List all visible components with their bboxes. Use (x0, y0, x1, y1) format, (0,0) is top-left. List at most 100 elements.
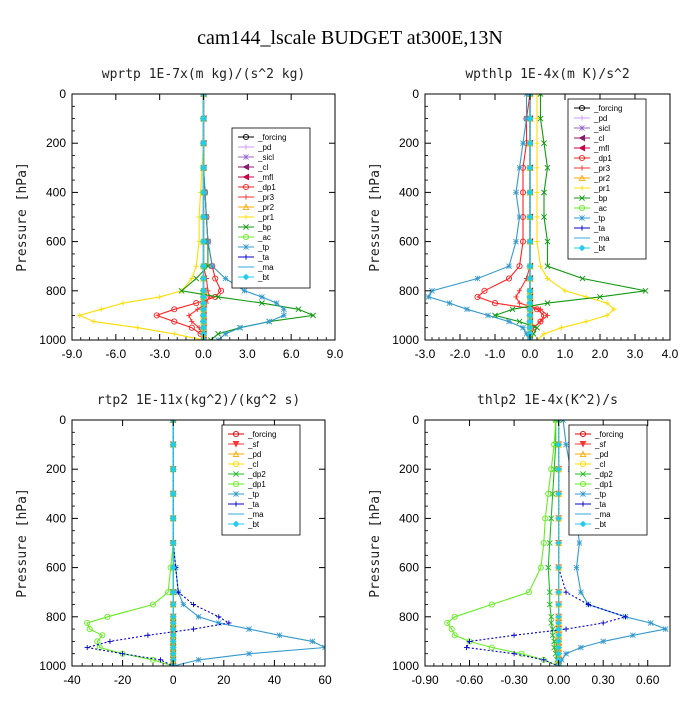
legend-marker (242, 183, 250, 191)
data-point (544, 164, 551, 171)
legend-marker (579, 185, 585, 191)
data-point (99, 632, 106, 639)
legend-label: _dp2 (594, 470, 613, 479)
series-line (493, 94, 646, 340)
x-tick-label: 0.30 (592, 673, 616, 687)
x-tick-label: 1.0 (557, 347, 574, 361)
data-point (629, 632, 636, 639)
data-point (200, 287, 207, 295)
legend-label: _ta (594, 500, 607, 509)
panel-1: wprtp 1E-7x(m kg)/(s^2 kg) Pressure [hPa]… (15, 67, 344, 361)
x-tick-label: 6.0 (283, 347, 300, 361)
data-point (200, 164, 207, 172)
legend-marker (579, 520, 587, 528)
series-line (446, 420, 559, 666)
x-tick-label: -2.0 (450, 347, 471, 361)
data-point (169, 650, 177, 658)
data-point (604, 300, 610, 306)
data-point (186, 312, 192, 318)
data-point (642, 287, 649, 294)
legend-label: _pr3 (593, 164, 611, 173)
x-tick-label: 0.0 (195, 347, 212, 361)
data-point (516, 263, 523, 270)
data-point (578, 644, 584, 651)
data-point (555, 613, 562, 621)
data-point (448, 626, 455, 633)
data-point (216, 614, 222, 620)
data-point (200, 139, 207, 147)
x-tick-label: 0 (170, 673, 177, 687)
data-point (506, 318, 512, 325)
data-point (546, 589, 553, 596)
legend-label: _ma (593, 234, 610, 243)
data-point (171, 331, 177, 337)
data-point (516, 214, 523, 220)
data-point (481, 287, 488, 294)
x-tick-label: 40 (268, 673, 282, 687)
legend-box (567, 98, 647, 260)
data-point (585, 601, 591, 608)
data-point (555, 619, 562, 627)
data-point (246, 626, 252, 632)
series-line (87, 420, 231, 666)
legend-marker (243, 214, 249, 220)
plot-area (425, 94, 649, 340)
data-point (175, 589, 181, 595)
legend-label: _dp1 (594, 480, 613, 489)
legend-label: _dp1 (257, 183, 276, 192)
data-point (209, 263, 216, 270)
data-point (259, 294, 265, 300)
legend-label: _bt (247, 520, 260, 529)
x-tick-label: -0.60 (456, 673, 484, 687)
legend-label: _forcing (593, 104, 622, 113)
y-tick-label: 200 (46, 136, 66, 150)
y-tick-label: 0 (59, 413, 66, 427)
legend-marker (243, 254, 249, 260)
legend-marker (579, 195, 585, 201)
data-point (542, 515, 549, 522)
data-point (555, 539, 562, 547)
data-point (169, 564, 177, 571)
data-point (555, 631, 562, 639)
legend-label: _cl (593, 134, 604, 143)
y-tick-label: 1000 (39, 659, 66, 673)
data-point (169, 638, 177, 645)
x-tick-label: -40 (63, 673, 81, 687)
legend-marker (580, 501, 586, 507)
legend-marker (242, 203, 250, 211)
data-point (190, 626, 197, 632)
legend-marker (233, 471, 239, 477)
data-point (451, 613, 458, 620)
data-point (544, 238, 551, 245)
legend-label: _pr3 (257, 193, 275, 202)
data-point (534, 239, 540, 245)
data-point (544, 275, 551, 282)
y-tick-label: 200 (46, 462, 66, 476)
data-point (576, 540, 583, 546)
data-point (149, 656, 157, 663)
data-point (526, 293, 534, 301)
series_dp1 (153, 94, 225, 340)
legend-label: _mfl (257, 173, 273, 182)
data-point (153, 312, 160, 319)
legend-label: _bp (593, 194, 608, 203)
x-tick-label: -3.0 (415, 347, 436, 361)
data-point (534, 324, 540, 331)
data-point (579, 275, 586, 282)
data-point (552, 420, 559, 424)
legend-marker (232, 430, 240, 438)
y-tick-label: 1000 (39, 333, 66, 347)
data-point (200, 318, 207, 325)
legend-label: _sf (247, 440, 259, 449)
data-point (200, 189, 207, 196)
legend-marker (579, 460, 587, 468)
data-point (195, 656, 202, 663)
data-point (545, 490, 552, 497)
legend-marker (243, 144, 249, 150)
data-point (526, 238, 534, 245)
legend-marker (579, 450, 587, 458)
y-tick-label: 400 (399, 185, 419, 199)
data-point (597, 294, 603, 300)
data-point (555, 644, 562, 651)
data-point (549, 632, 556, 639)
